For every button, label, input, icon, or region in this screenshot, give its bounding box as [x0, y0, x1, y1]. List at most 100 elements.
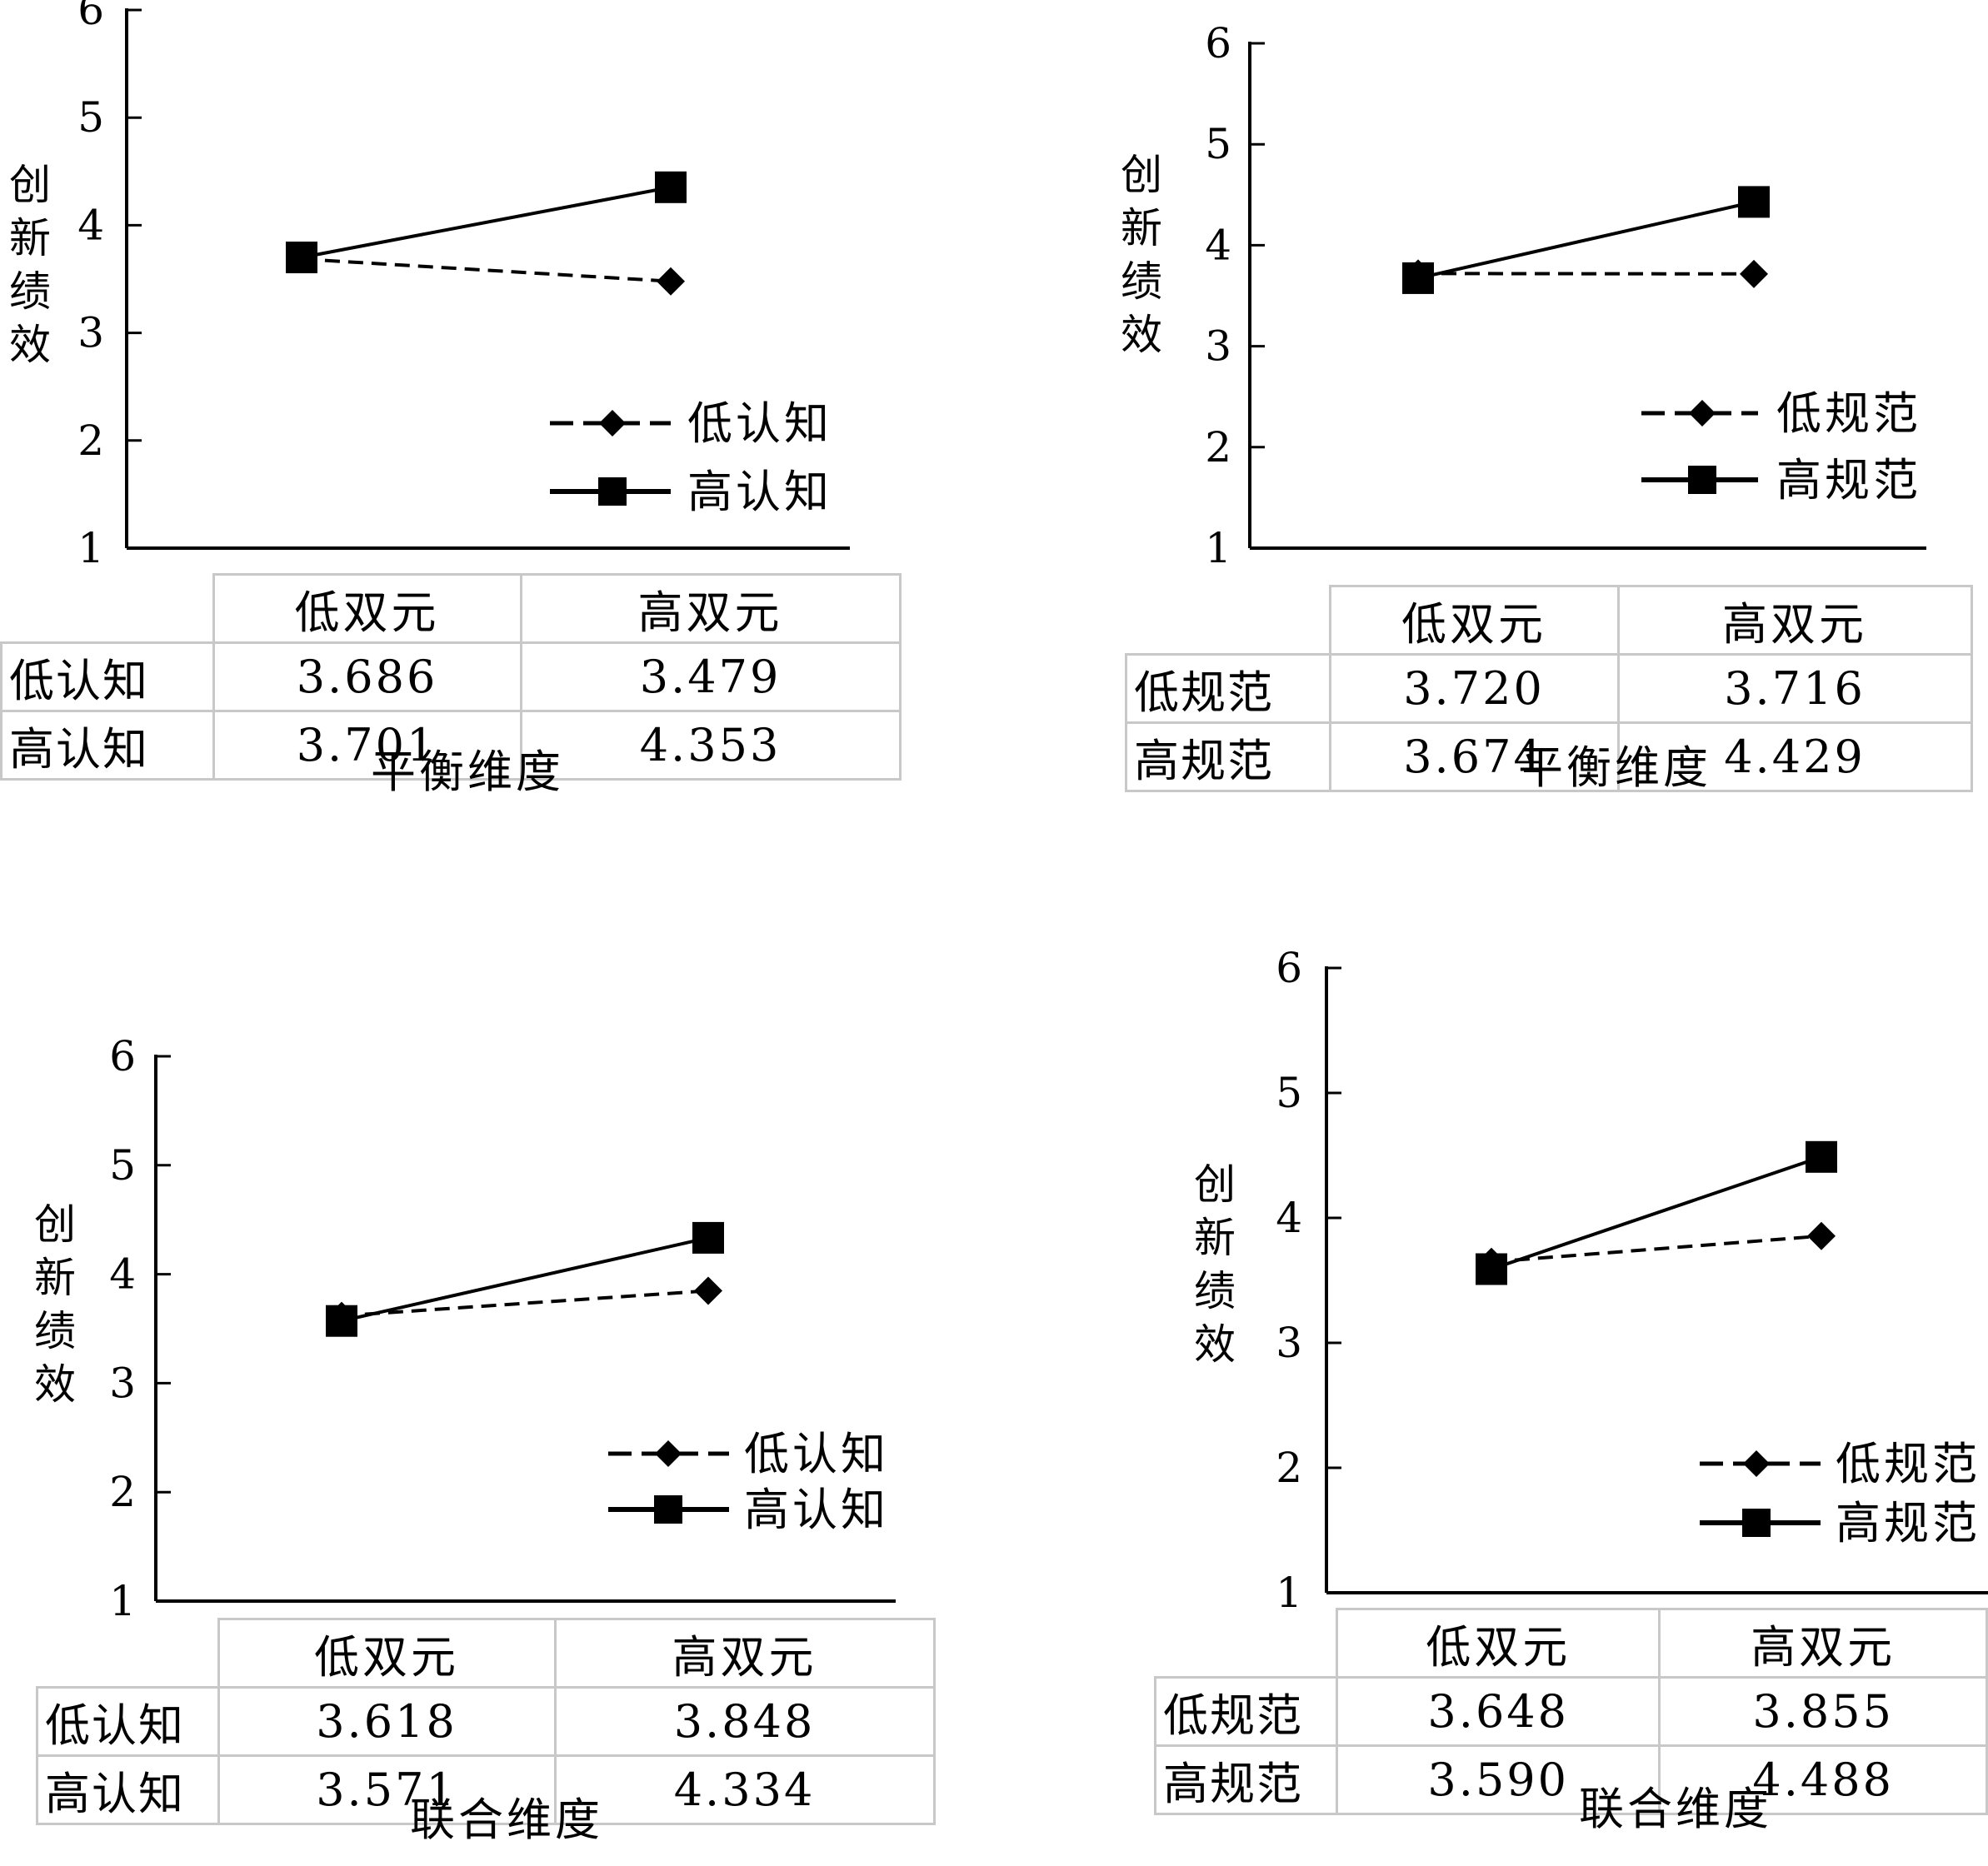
- chart-1-table-col-header: 高双元: [519, 573, 902, 644]
- chart-4-series-1-point-2: [1807, 1221, 1836, 1250]
- chart-3-table-cell: 3.848: [553, 1686, 936, 1757]
- chart-4-series-1-line: [1491, 1234, 1822, 1264]
- chart-3-series-2-point-1: [326, 1305, 357, 1337]
- chart-4-table-col-header: 高双元: [1658, 1608, 1988, 1679]
- chart-2-x-axis-title: 平衡维度: [1518, 741, 1711, 794]
- chart-4-table-cell: 4.488: [1658, 1744, 1988, 1815]
- chart-2-y-axis-label-char: 创: [1121, 151, 1162, 199]
- chart-3-series-2-line: [341, 1235, 709, 1323]
- chart-1-y-axis-label-char: 效: [9, 321, 51, 369]
- chart-2-y-tick-label-4: 4: [1205, 221, 1231, 269]
- chart-4-series-2-line: [1491, 1155, 1822, 1271]
- chart-1-legend-label-1: 低认知: [687, 397, 832, 450]
- chart-4-y-axis-label: 创新绩效: [1190, 1158, 1240, 1371]
- chart-3-table-row-header: 高认知: [36, 1754, 220, 1825]
- chart-2-y-tick-label-6: 6: [1205, 19, 1231, 67]
- chart-1-table-corner: [1, 574, 215, 644]
- chart-3-y-tick-label-5: 5: [109, 1141, 136, 1190]
- chart-4-data-table: 低双元 高双元 低规范 3.648 3.855 高规范 3.590 4.488: [1153, 1608, 1988, 1815]
- chart-2-legend-marker-2: [1688, 466, 1716, 494]
- chart-2-table-cell: 3.716: [1616, 653, 1973, 724]
- chart-1-table-row-header: 高认知: [0, 710, 215, 781]
- chart-1-y-tick-label-2: 2: [77, 417, 104, 465]
- chart-4-series-2-point-1: [1476, 1253, 1507, 1285]
- chart-4-y-axis-label-char: 绩: [1194, 1267, 1236, 1315]
- chart-2-y-tick-label-3: 3: [1205, 322, 1231, 371]
- chart-2-y-tick-label-1: 1: [1205, 524, 1231, 572]
- chart-4-table-cell: 3.590: [1336, 1744, 1661, 1815]
- chart-1-legend-marker-1: [599, 410, 626, 437]
- chart-3-y-tick-label-1: 1: [109, 1577, 136, 1625]
- chart-4-legend-marker-1: [1743, 1450, 1770, 1477]
- chart-4-x-axis-title: 联合维度: [1579, 1783, 1772, 1835]
- chart-1-y-tick-label-1: 1: [77, 524, 104, 572]
- chart-2-legend-label-1: 低规范: [1776, 387, 1921, 440]
- chart-3-y-axis-label-char: 绩: [34, 1307, 76, 1355]
- chart-1-y-axis-label-char: 新: [9, 214, 51, 262]
- chart-2-legend-marker-1: [1689, 400, 1716, 427]
- chart-1-legend-label-2: 高认知: [687, 466, 832, 518]
- chart-2-table-col-header: 低双元: [1328, 585, 1620, 656]
- chart-2-table-cell: 3.674: [1328, 721, 1620, 792]
- chart-2-table-col-header: 高双元: [1616, 585, 1973, 656]
- chart-2-series-2-point-1: [1402, 262, 1434, 294]
- chart-1-y-axis-label-char: 创: [9, 161, 51, 209]
- chart-1-table-cell: 3.686: [212, 641, 522, 712]
- chart-2-y-axis-label-char: 新: [1121, 204, 1162, 252]
- chart-1-series-2-line: [301, 185, 672, 259]
- chart-4-y-tick-label-3: 3: [1276, 1319, 1302, 1367]
- chart-1-x-axis-title: 平衡维度: [371, 746, 564, 798]
- chart-3-legend-marker-2: [654, 1495, 682, 1524]
- chart-3-table-corner: [37, 1619, 220, 1689]
- chart-3-table-col-header: 低双元: [217, 1618, 557, 1689]
- chart-3-y-tick-label-2: 2: [109, 1468, 136, 1516]
- chart-1-y-tick-label-3: 3: [77, 309, 104, 357]
- chart-2-series-2-line: [1417, 200, 1755, 280]
- chart-1-series-1-point-2: [657, 267, 685, 296]
- chart-3-table-row-header: 低认知: [36, 1686, 220, 1757]
- chart-2-y-axis-label-char: 绩: [1121, 257, 1162, 306]
- chart-2-table-cell: 4.429: [1616, 721, 1973, 792]
- chart-4-y-axis-label-char: 创: [1194, 1160, 1236, 1209]
- chart-3-table-col-header: 高双元: [553, 1618, 936, 1689]
- chart-2-y-axis-label: 创新绩效: [1116, 148, 1166, 362]
- chart-1-table-cell: 3.479: [519, 641, 902, 712]
- chart-4-table-row-header: 高规范: [1153, 1744, 1339, 1815]
- chart-3-y-tick-label-4: 4: [109, 1250, 136, 1299]
- chart-1-table-row-header: 低认知: [0, 641, 215, 712]
- chart-4-series-2-point-2: [1806, 1140, 1837, 1173]
- chart-3-legend-marker-1: [655, 1440, 682, 1467]
- chart-3-x-axis-title: 联合维度: [410, 1794, 603, 1846]
- chart-3-y-tick-label-3: 3: [109, 1359, 136, 1407]
- chart-3-legend-label-1: 低认知: [744, 1428, 889, 1480]
- chart-1-series-2-point-1: [286, 242, 317, 274]
- chart-3-series-2-point-2: [692, 1221, 724, 1254]
- chart-4-y-axis-label-char: 新: [1194, 1214, 1236, 1262]
- chart-4-y-tick-label-2: 2: [1276, 1444, 1302, 1492]
- chart-4-y-tick-label-6: 6: [1276, 944, 1302, 992]
- chart-1-y-axis-label: 创新绩效: [5, 158, 55, 372]
- chart-1-table-cell: 3.701: [212, 710, 522, 781]
- chart-4-y-tick-label-1: 1: [1276, 1569, 1302, 1617]
- chart-3-table-cell: 3.571: [217, 1754, 557, 1825]
- chart-2-table-row-header: 高规范: [1125, 721, 1331, 792]
- chart-2-y-tick-label-2: 2: [1205, 423, 1231, 471]
- chart-4-y-tick-label-4: 4: [1276, 1194, 1302, 1242]
- chart-3-legend-label-2: 高认知: [744, 1484, 889, 1536]
- chart-2-table-row-header: 低规范: [1125, 653, 1331, 724]
- chart-2-series-1-point-2: [1740, 259, 1768, 288]
- chart-1-data-table: 低双元 高双元 低认知 3.686 3.479 高认知 3.701 4.353: [0, 573, 902, 781]
- chart-3-y-axis-label-char: 新: [34, 1254, 76, 1302]
- chart-3-y-axis-label-char: 创: [34, 1200, 76, 1249]
- chart-3-table-cell: 3.618: [217, 1686, 557, 1757]
- chart-3-y-axis-label-char: 效: [34, 1360, 76, 1409]
- chart-4-table-corner: [1155, 1609, 1339, 1679]
- chart-2-y-axis-label-char: 效: [1121, 311, 1162, 359]
- chart-4-table-cell: 3.648: [1336, 1676, 1661, 1747]
- chart-4-legend-marker-2: [1742, 1509, 1771, 1537]
- chart-4-legend-label-2: 高规范: [1836, 1497, 1981, 1549]
- chart-1-y-tick-label-6: 6: [77, 0, 104, 34]
- chart-1-series-1-line: [301, 257, 672, 283]
